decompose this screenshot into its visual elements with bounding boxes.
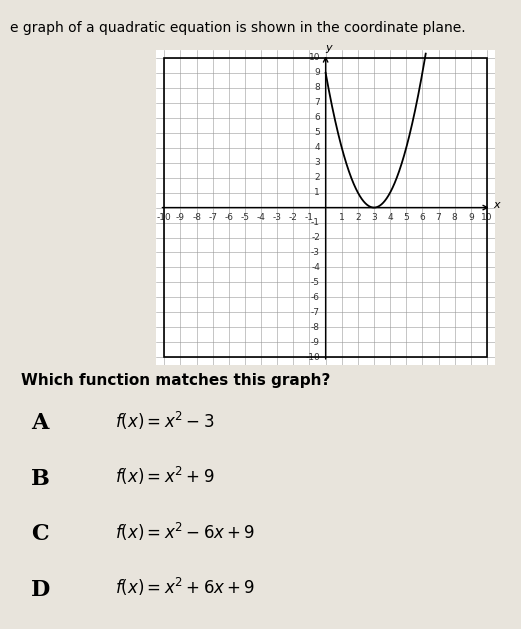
- Text: C: C: [31, 523, 49, 545]
- Text: -8: -8: [192, 213, 201, 222]
- Text: Which function matches this graph?: Which function matches this graph?: [21, 373, 330, 387]
- Text: 8: 8: [314, 83, 320, 92]
- Text: $f(x) = x^2 - 3$: $f(x) = x^2 - 3$: [115, 409, 214, 432]
- Text: -7: -7: [208, 213, 217, 222]
- Text: 1: 1: [339, 213, 344, 222]
- Text: $f(x) = x^2 + 6x + 9$: $f(x) = x^2 + 6x + 9$: [115, 576, 255, 598]
- Text: 6: 6: [314, 113, 320, 122]
- Text: 1: 1: [314, 188, 320, 197]
- Text: -10: -10: [305, 353, 320, 362]
- Text: -2: -2: [289, 213, 298, 222]
- Text: 9: 9: [468, 213, 474, 222]
- Text: -5: -5: [311, 278, 320, 287]
- Text: 3: 3: [371, 213, 377, 222]
- Text: 2: 2: [314, 173, 320, 182]
- Text: -9: -9: [311, 338, 320, 347]
- Text: 7: 7: [436, 213, 441, 222]
- Text: 2: 2: [355, 213, 361, 222]
- Text: 10: 10: [481, 213, 493, 222]
- Text: D: D: [31, 579, 51, 601]
- Text: $f(x)= x^2 + 9$: $f(x)= x^2 + 9$: [115, 465, 214, 487]
- Text: -10: -10: [157, 213, 172, 222]
- Text: A: A: [31, 413, 48, 435]
- Text: -5: -5: [241, 213, 250, 222]
- Text: -9: -9: [176, 213, 185, 222]
- Text: y: y: [325, 43, 332, 53]
- Text: -3: -3: [273, 213, 282, 222]
- Text: 8: 8: [452, 213, 457, 222]
- Text: 4: 4: [387, 213, 393, 222]
- Text: -2: -2: [311, 233, 320, 242]
- Text: B: B: [31, 468, 50, 490]
- Text: x: x: [493, 200, 500, 210]
- Text: 7: 7: [314, 98, 320, 107]
- Text: 5: 5: [403, 213, 409, 222]
- Text: -4: -4: [257, 213, 266, 222]
- Text: -4: -4: [311, 263, 320, 272]
- Text: 6: 6: [419, 213, 425, 222]
- Text: e graph of a quadratic equation is shown in the coordinate plane.: e graph of a quadratic equation is shown…: [10, 21, 466, 35]
- Text: 5: 5: [314, 128, 320, 137]
- Text: -1: -1: [305, 213, 314, 222]
- Text: -6: -6: [225, 213, 233, 222]
- Text: -7: -7: [311, 308, 320, 317]
- Text: 9: 9: [314, 69, 320, 77]
- Text: 4: 4: [314, 143, 320, 152]
- Text: $f(x) = x^2 - 6x + 9$: $f(x) = x^2 - 6x + 9$: [115, 521, 255, 543]
- Text: 10: 10: [308, 53, 320, 62]
- Text: 3: 3: [314, 158, 320, 167]
- Text: -6: -6: [311, 293, 320, 302]
- Text: -8: -8: [311, 323, 320, 332]
- Text: -1: -1: [311, 218, 320, 227]
- Text: -3: -3: [311, 248, 320, 257]
